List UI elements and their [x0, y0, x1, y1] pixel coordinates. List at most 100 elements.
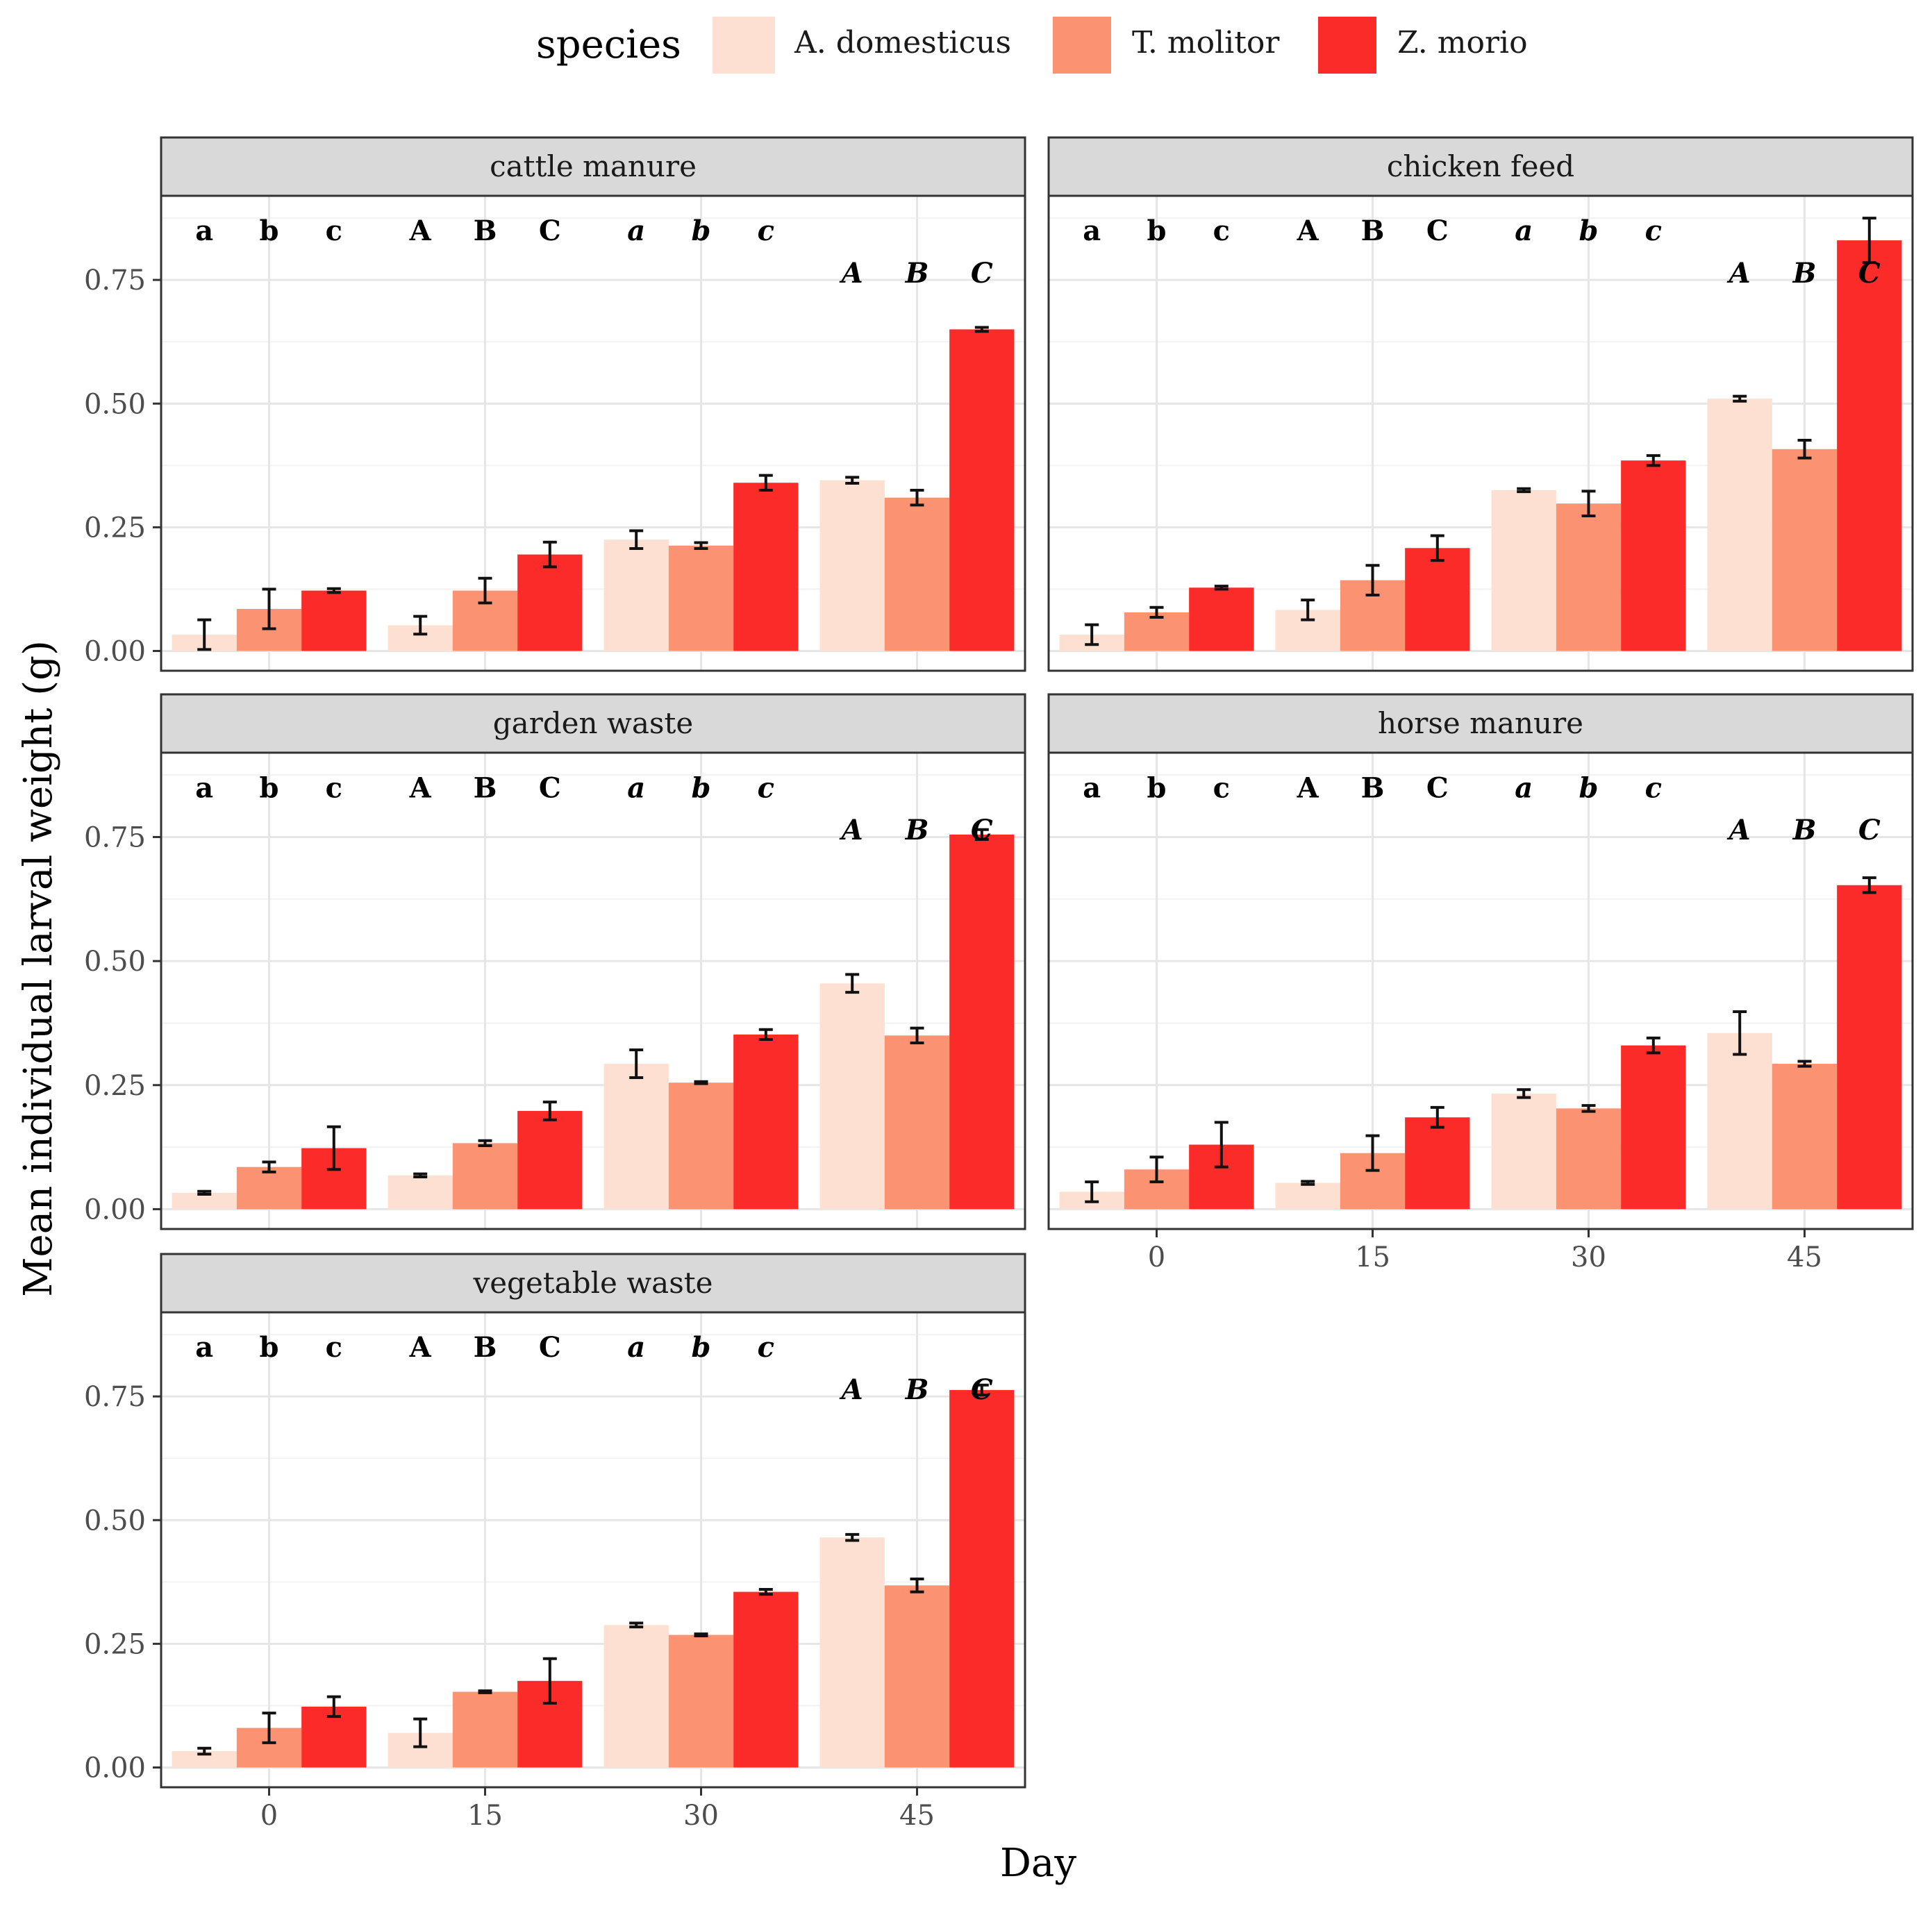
bar-chicken-feed-day30-0 — [1491, 490, 1556, 651]
y-tick-label: 0.25 — [84, 1070, 146, 1102]
bar-vegetable-waste-day30-2 — [733, 1591, 799, 1768]
bar-horse-manure-day45-2 — [1837, 885, 1902, 1210]
significance-label: a — [195, 1331, 213, 1364]
significance-label: A — [839, 1373, 863, 1406]
significance-label: B — [474, 215, 497, 247]
legend-label-t-molitor: T. molitor — [1132, 25, 1280, 60]
significance-label: c — [326, 771, 342, 804]
significance-label: A — [1726, 814, 1751, 846]
legend-key-z-morio — [1318, 17, 1376, 74]
significance-label: B — [474, 1331, 497, 1364]
x-tick-label: 45 — [1787, 1242, 1822, 1273]
significance-label: a — [1083, 771, 1101, 804]
significance-label: C — [1426, 215, 1449, 247]
y-tick-label: 0.00 — [84, 636, 146, 668]
significance-label: A — [409, 771, 432, 804]
strip-title-vegetable-waste: vegetable waste — [472, 1266, 713, 1300]
significance-label: b — [1579, 771, 1599, 804]
bar-garden-waste-day30-1 — [668, 1082, 734, 1210]
strip-vegetable-waste — [160, 1253, 1026, 1314]
y-tick-label: 0.75 — [84, 821, 146, 853]
significance-label: C — [539, 771, 561, 804]
significance-label: a — [627, 771, 645, 804]
significance-label: b — [1147, 215, 1167, 247]
bar-vegetable-waste-day30-0 — [603, 1625, 669, 1768]
panel-border-cattle-manure — [160, 194, 1026, 672]
bar-cattle-manure-day30-0 — [603, 540, 669, 651]
bar-horse-manure-day30-1 — [1556, 1108, 1622, 1210]
x-tick-label: 0 — [260, 1800, 278, 1832]
x-tick-label: 0 — [1148, 1242, 1165, 1273]
significance-label: c — [758, 771, 774, 804]
bar-garden-waste-day15-1 — [452, 1143, 518, 1210]
significance-label: b — [260, 215, 279, 247]
strip-title-horse-manure: horse manure — [1378, 706, 1583, 740]
significance-label: B — [1361, 771, 1385, 804]
y-axis-title: Mean individual larval weight (g) — [16, 640, 61, 1297]
y-tick-label: 0.50 — [84, 1505, 146, 1537]
significance-label: b — [260, 1331, 279, 1364]
bar-garden-waste-day30-0 — [603, 1064, 669, 1210]
significance-label: A — [839, 814, 863, 846]
panel-border-horse-manure — [1047, 751, 1914, 1230]
legend-label-a-domesticus: A. domesticus — [794, 25, 1011, 60]
significance-label: C — [539, 215, 561, 247]
strip-cattle-manure — [160, 136, 1026, 197]
x-tick-label: 30 — [1571, 1242, 1606, 1273]
significance-label: A — [1297, 771, 1319, 804]
y-tick-label: 0.00 — [84, 1194, 146, 1226]
significance-label: B — [905, 1373, 929, 1406]
significance-label: B — [474, 771, 497, 804]
bar-chicken-feed-day0-2 — [1189, 587, 1254, 651]
significance-label: a — [195, 771, 213, 804]
significance-label: C — [971, 257, 993, 290]
bar-chicken-feed-day30-2 — [1621, 460, 1686, 651]
bar-garden-waste-day0-0 — [172, 1192, 237, 1210]
bar-cattle-manure-day30-1 — [668, 545, 734, 651]
bar-horse-manure-day30-0 — [1491, 1093, 1556, 1210]
significance-label: B — [1792, 814, 1817, 846]
panel-border-chicken-feed — [1047, 194, 1914, 672]
significance-label: C — [1858, 257, 1881, 290]
strip-title-chicken-feed: chicken feed — [1387, 149, 1574, 183]
bar-horse-manure-day45-0 — [1707, 1033, 1772, 1210]
significance-label: B — [905, 814, 929, 846]
legend-key-a-domesticus — [713, 17, 775, 74]
x-tick-label: 15 — [467, 1800, 503, 1832]
x-tick-label: 45 — [899, 1800, 935, 1832]
y-tick-label: 0.75 — [84, 265, 146, 296]
significance-label: c — [1645, 771, 1662, 804]
y-tick-label: 0.75 — [84, 1381, 146, 1413]
significance-label: a — [1515, 215, 1533, 247]
strip-title-cattle-manure: cattle manure — [490, 149, 697, 183]
bar-garden-waste-day45-2 — [949, 834, 1015, 1210]
y-tick-label: 0.00 — [84, 1753, 146, 1784]
legend: species A. domesticus T. molitor Z. mori… — [536, 17, 1528, 74]
bar-chicken-feed-day30-1 — [1556, 503, 1622, 651]
bar-vegetable-waste-day45-0 — [819, 1537, 885, 1768]
significance-label: b — [1579, 215, 1599, 247]
x-axis-title: Day — [1000, 1841, 1076, 1886]
significance-label: a — [1083, 215, 1101, 247]
bar-garden-waste-day45-1 — [884, 1035, 950, 1210]
significance-label: A — [1297, 215, 1319, 247]
bar-chicken-feed-day45-2 — [1837, 240, 1902, 651]
bar-cattle-manure-day0-2 — [301, 590, 367, 651]
significance-label: a — [1515, 771, 1533, 804]
significance-label: b — [260, 771, 279, 804]
bar-chicken-feed-day15-2 — [1405, 548, 1470, 651]
bar-horse-manure-day45-1 — [1772, 1064, 1838, 1210]
significance-label: c — [1213, 215, 1230, 247]
significance-label: C — [1858, 814, 1881, 846]
bar-horse-manure-day15-2 — [1405, 1117, 1470, 1210]
significance-label: A — [409, 1331, 432, 1364]
y-tick-label: 0.50 — [84, 388, 146, 420]
panel-border-vegetable-waste — [160, 1311, 1026, 1789]
significance-label: c — [1645, 215, 1662, 247]
bar-vegetable-waste-day15-1 — [452, 1691, 518, 1768]
